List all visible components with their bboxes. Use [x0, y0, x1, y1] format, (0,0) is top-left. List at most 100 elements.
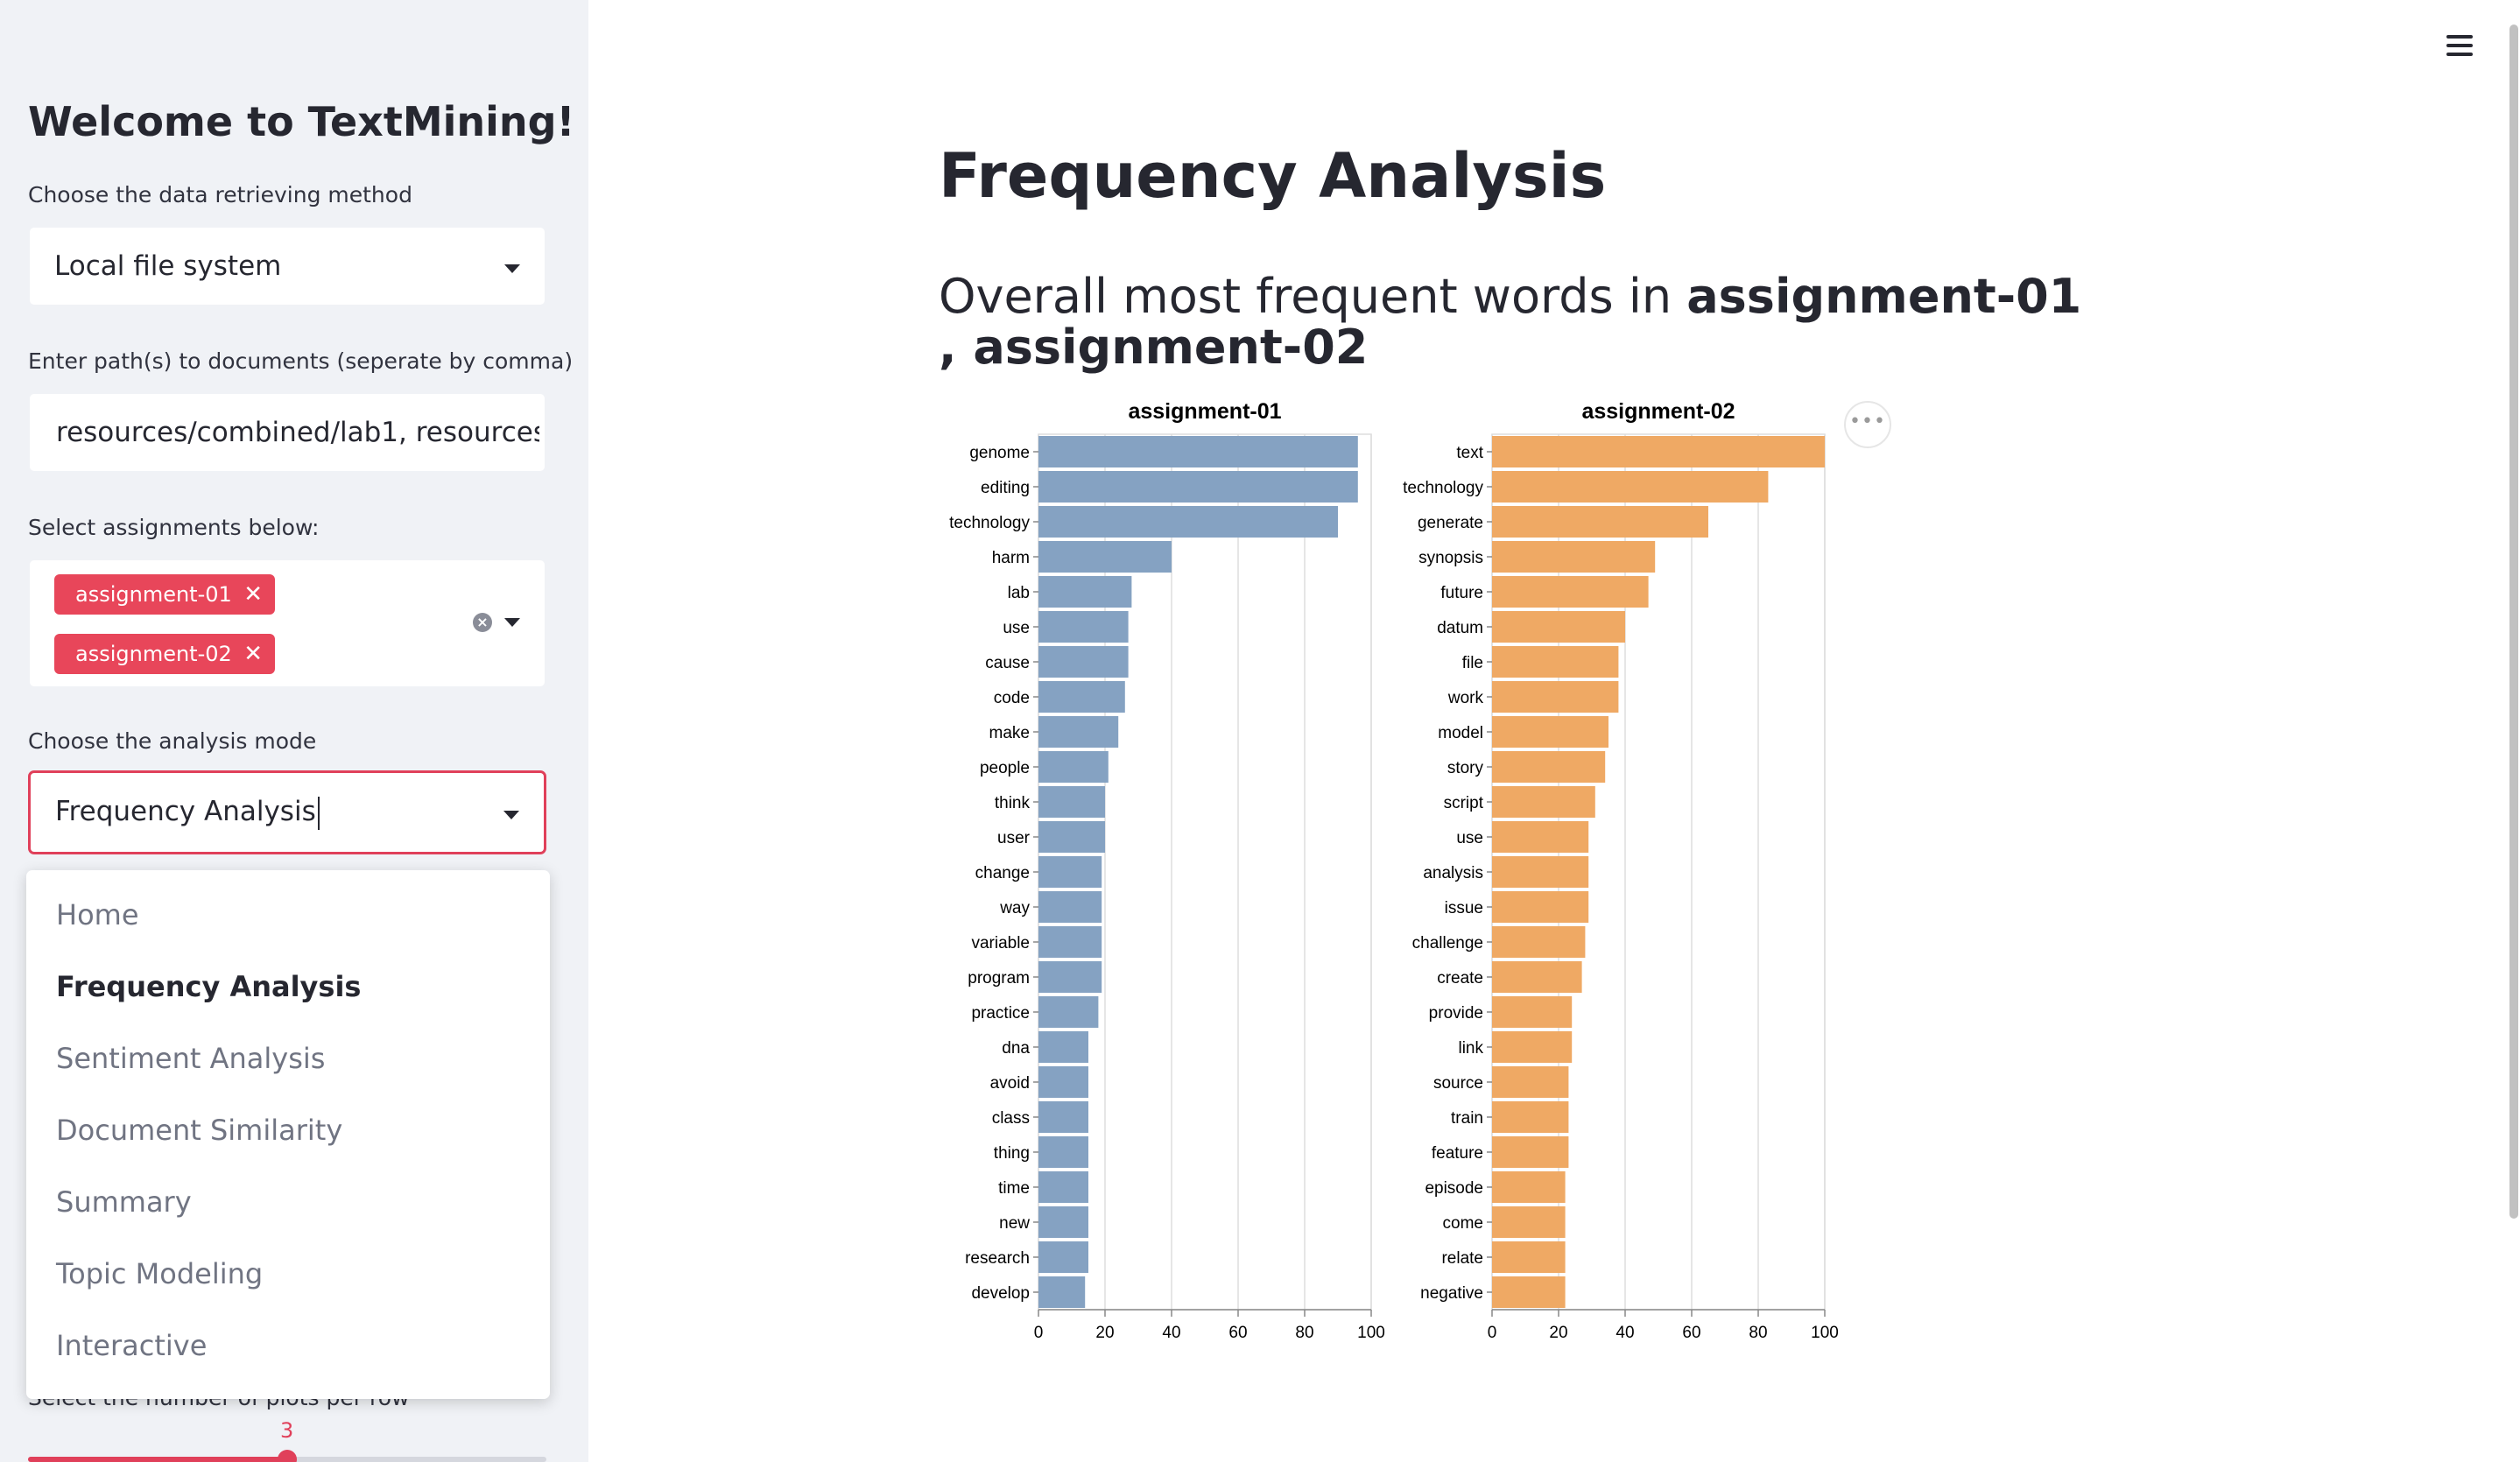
assignment-tag-label: assignment-02 — [75, 642, 232, 666]
y-tick-label: user — [997, 829, 1031, 847]
dropdown-option-sentiment-analysis[interactable]: Sentiment Analysis — [56, 1042, 326, 1075]
clear-all-icon[interactable]: × — [473, 613, 492, 632]
bar — [1492, 646, 1619, 678]
y-tick-label: cause — [985, 654, 1030, 672]
y-tick-label: people — [980, 759, 1030, 777]
y-tick-label: episode — [1425, 1179, 1483, 1198]
y-tick-label: synopsis — [1418, 549, 1483, 567]
y-tick-label: source — [1433, 1074, 1483, 1093]
chart-title: assignment-02 — [1581, 399, 1735, 424]
bar — [1038, 1241, 1088, 1273]
y-tick-label: text — [1456, 444, 1483, 462]
assignment-tag: assignment-01 ✕ — [54, 574, 275, 615]
dropdown-option-interactive[interactable]: Interactive — [56, 1329, 208, 1362]
chevron-down-icon[interactable] — [504, 264, 520, 273]
y-tick-label: train — [1451, 1109, 1483, 1128]
y-tick-label: story — [1447, 759, 1484, 777]
analysis-mode-select[interactable]: Frequency Analysis — [28, 770, 546, 854]
analysis-mode-value[interactable]: Frequency Analysis — [55, 796, 320, 830]
bar — [1038, 506, 1338, 538]
scrollbar[interactable] — [2509, 25, 2518, 1219]
bar — [1492, 436, 1825, 467]
bar — [1038, 646, 1129, 678]
y-tick-label: link — [1458, 1039, 1483, 1058]
bar — [1492, 856, 1589, 888]
bar — [1492, 506, 1708, 538]
plots-per-row-value: 3 — [280, 1418, 294, 1443]
y-tick-label: issue — [1445, 899, 1483, 917]
chevron-down-icon[interactable] — [503, 811, 519, 819]
dropdown-option-home[interactable]: Home — [56, 898, 139, 931]
x-tick-label: 20 — [1095, 1324, 1114, 1342]
bar — [1038, 751, 1109, 783]
y-tick-label: thing — [994, 1144, 1030, 1163]
y-tick-label: script — [1444, 794, 1484, 812]
path-input-value: resources/combined/lab1, resources/combi… — [56, 417, 539, 448]
y-tick-label: avoid — [990, 1074, 1030, 1093]
retrieve-method-select[interactable]: Local file system — [28, 226, 546, 306]
y-tick-label: relate — [1441, 1249, 1483, 1268]
y-tick-label: file — [1462, 654, 1483, 672]
y-tick-label: feature — [1432, 1144, 1483, 1163]
y-tick-label: change — [975, 864, 1030, 882]
y-tick-label: provide — [1429, 1004, 1483, 1023]
y-tick-label: variable — [971, 934, 1030, 952]
x-tick-label: 0 — [1488, 1324, 1497, 1342]
page-title: Frequency Analysis — [939, 140, 1607, 212]
assignments-multiselect[interactable]: assignment-01 ✕ assignment-02 ✕ × — [28, 559, 546, 688]
x-tick-label: 100 — [1811, 1324, 1839, 1342]
y-tick-label: generate — [1418, 514, 1483, 532]
chart-title: assignment-01 — [1128, 399, 1281, 424]
bar — [1038, 961, 1102, 993]
hamburger-menu-icon[interactable] — [2446, 35, 2473, 58]
remove-tag-icon[interactable]: ✕ — [243, 641, 263, 667]
remove-tag-icon[interactable]: ✕ — [243, 581, 263, 608]
chevron-down-icon[interactable] — [504, 618, 520, 627]
x-tick-label: 100 — [1357, 1324, 1385, 1342]
y-tick-label: genome — [969, 444, 1030, 462]
y-tick-label: editing — [981, 479, 1030, 497]
y-tick-label: technology — [949, 514, 1030, 532]
bar — [1038, 786, 1105, 818]
dropdown-option-summary[interactable]: Summary — [56, 1185, 192, 1219]
more-options-icon[interactable]: ••• — [1844, 401, 1891, 448]
bar — [1038, 856, 1102, 888]
bar — [1038, 576, 1132, 608]
bar — [1038, 471, 1358, 503]
bar — [1492, 821, 1589, 853]
bar — [1492, 471, 1769, 503]
chart-subtitle: Overall most frequent words in assignmen… — [939, 271, 2094, 373]
bar — [1038, 611, 1129, 643]
y-tick-label: analysis — [1423, 864, 1483, 882]
subtitle-assignment-b: assignment-02 — [973, 320, 1369, 375]
y-tick-label: research — [965, 1249, 1030, 1268]
bar — [1492, 751, 1606, 783]
bar — [1492, 541, 1656, 573]
bar — [1038, 1206, 1088, 1238]
y-tick-label: dna — [1002, 1039, 1030, 1058]
bar — [1492, 961, 1582, 993]
text-cursor — [317, 796, 320, 830]
bar — [1038, 1276, 1086, 1308]
y-tick-label: code — [994, 689, 1030, 707]
dropdown-option-frequency-analysis[interactable]: Frequency Analysis — [56, 970, 362, 1003]
y-tick-label: new — [999, 1214, 1030, 1233]
y-tick-label: work — [1447, 689, 1484, 707]
subtitle-assignment-a: assignment-01 — [1686, 269, 2082, 324]
dropdown-option-document-similarity[interactable]: Document Similarity — [56, 1114, 343, 1147]
x-tick-label: 0 — [1034, 1324, 1044, 1342]
path-input[interactable]: resources/combined/lab1, resources/combi… — [28, 392, 546, 473]
analysis-mode-label: Choose the analysis mode — [28, 728, 317, 754]
slider-thumb[interactable] — [278, 1450, 297, 1462]
dropdown-option-topic-modeling[interactable]: Topic Modeling — [56, 1257, 264, 1290]
assignment-tag: assignment-02 ✕ — [54, 634, 275, 674]
bar — [1492, 926, 1586, 958]
y-tick-label: use — [1003, 619, 1030, 637]
bar — [1492, 716, 1608, 748]
bar — [1492, 786, 1595, 818]
bar — [1038, 1101, 1088, 1133]
y-tick-label: technology — [1403, 479, 1483, 497]
assignments-label: Select assignments below: — [28, 515, 320, 540]
bar — [1492, 1241, 1566, 1273]
bar — [1038, 541, 1172, 573]
